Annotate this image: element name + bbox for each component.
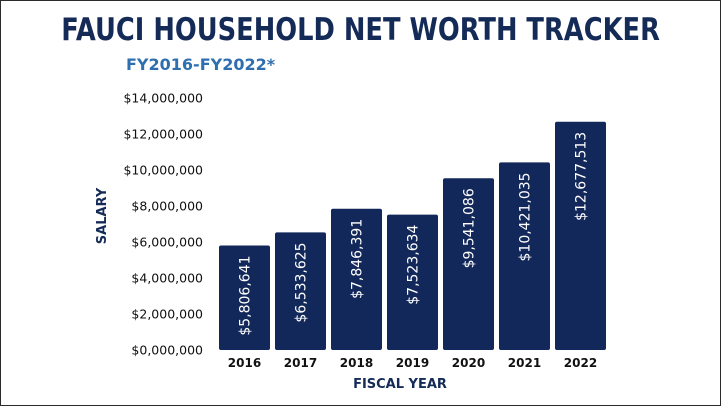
bar bbox=[443, 178, 494, 350]
x-tick-label: 2020 bbox=[452, 356, 485, 370]
y-tick-label: $12,000,000 bbox=[123, 127, 203, 142]
bar bbox=[219, 245, 270, 350]
bar-value-label: $7,846,391 bbox=[350, 219, 366, 299]
x-tick-label: 2022 bbox=[564, 356, 597, 370]
bar bbox=[499, 162, 550, 350]
x-tick-label: 2019 bbox=[396, 356, 429, 370]
bar-value-label: $5,806,641 bbox=[238, 255, 254, 335]
bar-value-label: $10,421,035 bbox=[518, 172, 534, 261]
y-axis-title: SALARY bbox=[95, 187, 110, 244]
bars-group bbox=[219, 121, 606, 350]
bar bbox=[275, 232, 326, 350]
x-tick-label: 2016 bbox=[228, 356, 261, 370]
bar bbox=[555, 121, 606, 350]
x-tick-label: 2021 bbox=[508, 356, 541, 370]
y-tick-label: $4,000,000 bbox=[131, 271, 203, 286]
x-axis-title: FISCAL YEAR bbox=[353, 377, 447, 392]
bar-labels-group: $5,806,641 $6,533,625 $7,846,391 $7,523,634… bbox=[238, 132, 590, 336]
x-tick-label: 2017 bbox=[284, 356, 317, 370]
chart-subtitle: FY2016-FY2022* bbox=[126, 55, 276, 74]
y-axis-ticks: $0,000,000 $2,000,000 $4,000,000 $6,000,000… bbox=[123, 91, 203, 358]
bar bbox=[387, 214, 438, 350]
y-tick-label: $8,000,000 bbox=[131, 199, 203, 214]
y-tick-label: $14,000,000 bbox=[123, 91, 203, 106]
bar-value-label: $6,533,625 bbox=[294, 242, 310, 322]
bar-value-label: $9,541,086 bbox=[462, 188, 478, 268]
bar bbox=[331, 208, 382, 350]
x-axis-ticks: 2016 2017 2018 2019 2020 2021 2022 bbox=[228, 356, 597, 370]
y-tick-label: $2,000,000 bbox=[131, 307, 203, 322]
y-tick-label: $10,000,000 bbox=[123, 163, 203, 178]
y-tick-label: $6,000,000 bbox=[131, 235, 203, 250]
x-tick-label: 2018 bbox=[340, 356, 373, 370]
bar-value-label: $7,523,634 bbox=[406, 224, 422, 304]
chart-title: FAUCI HOUSEHOLD NET WORTH TRACKER bbox=[61, 12, 660, 48]
y-tick-label: $0,000,000 bbox=[131, 343, 203, 358]
bar-value-label: $12,677,513 bbox=[574, 132, 590, 221]
